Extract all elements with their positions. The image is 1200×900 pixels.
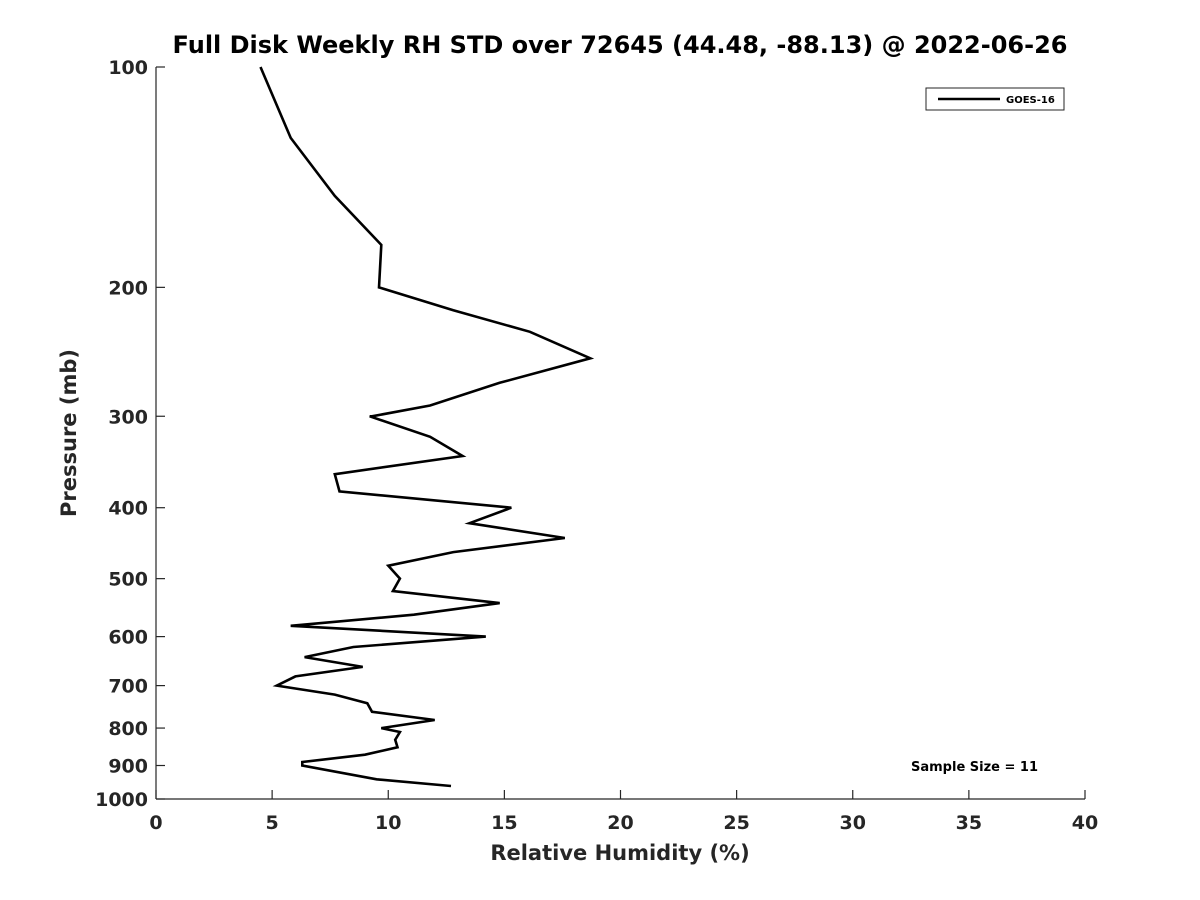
x-ticks: 0 5 10 15 20 25 30 35 40 bbox=[149, 790, 1098, 834]
legend: GOES-16 bbox=[925, 87, 1065, 111]
x-tick-label: 35 bbox=[956, 812, 982, 834]
x-tick-label: 10 bbox=[375, 812, 401, 834]
y-tick-label: 100 bbox=[108, 57, 148, 79]
x-tick-label: 5 bbox=[266, 812, 279, 834]
legend-label-goes-16: GOES-16 bbox=[1006, 95, 1055, 106]
y-tick-label: 1000 bbox=[95, 789, 148, 811]
y-tick-label: 700 bbox=[108, 676, 148, 698]
chart-title: Full Disk Weekly RH STD over 72645 (44.4… bbox=[173, 31, 1068, 59]
y-axis-label: Pressure (mb) bbox=[57, 349, 81, 517]
y-tick-label: 300 bbox=[108, 406, 148, 428]
y-tick-label: 500 bbox=[108, 569, 148, 591]
y-tick-label: 400 bbox=[108, 498, 148, 520]
series-line-goes-16 bbox=[259, 66, 595, 788]
x-tick-label: 40 bbox=[1072, 812, 1098, 834]
y-tick-label: 200 bbox=[108, 277, 148, 299]
x-axis-label: Relative Humidity (%) bbox=[490, 841, 749, 865]
y-tick-label: 600 bbox=[108, 627, 148, 649]
y-tick-label: 800 bbox=[108, 718, 148, 740]
x-tick-label: 20 bbox=[607, 812, 633, 834]
y-ticks: 100 200 300 400 500 600 700 800 900 1000 bbox=[95, 57, 165, 811]
y-tick-label: 900 bbox=[108, 756, 148, 778]
x-tick-label: 15 bbox=[491, 812, 517, 834]
x-tick-label: 0 bbox=[149, 812, 162, 834]
plot-area: 0 5 10 15 20 25 30 35 40 100 200 300 400 500 600 700 80… bbox=[95, 57, 1098, 834]
x-tick-label: 25 bbox=[723, 812, 749, 834]
sample-size-annotation: Sample Size = 11 bbox=[911, 760, 1038, 775]
series-group bbox=[259, 66, 595, 788]
x-tick-label: 30 bbox=[840, 812, 866, 834]
